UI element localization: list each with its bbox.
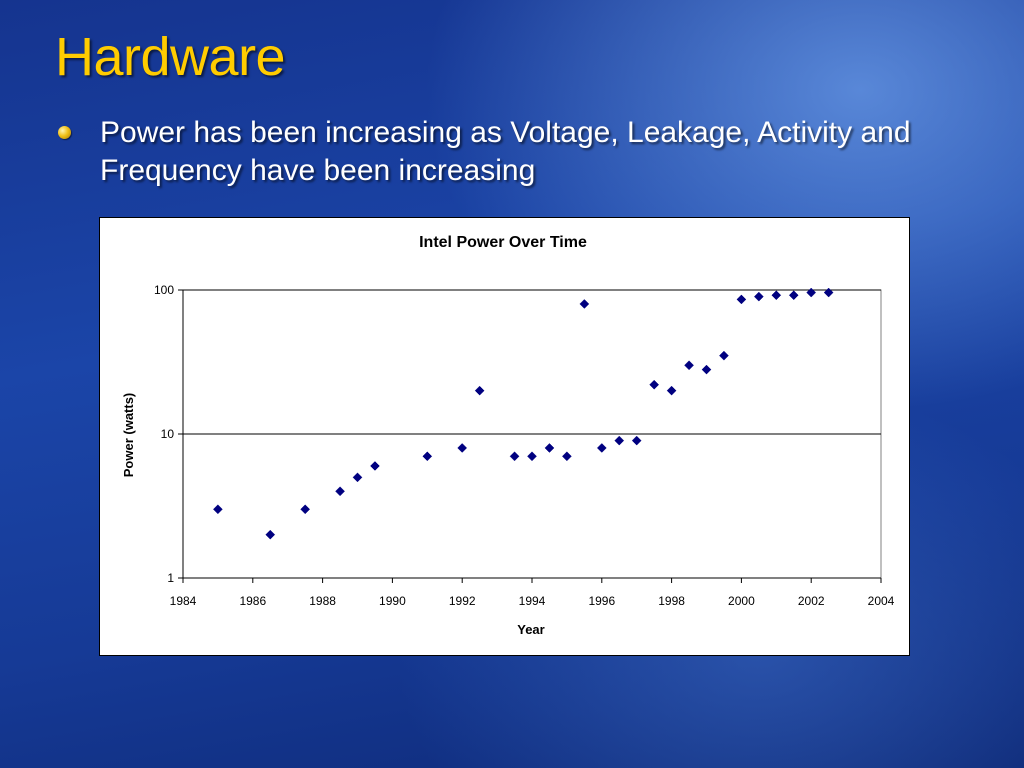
data-point [788,290,799,301]
x-tick-label: 1992 [449,594,476,608]
data-point [300,504,311,515]
x-tick-label: 2002 [798,594,825,608]
data-point [649,379,660,390]
x-tick-label: 1998 [658,594,685,608]
data-point [701,364,712,375]
x-tick-label: 1984 [170,594,197,608]
x-tick-label: 1996 [588,594,615,608]
data-point [736,294,747,305]
slide-title: Hardware [55,27,286,87]
data-point [544,443,555,453]
scatter-chart: Intel Power Over Time Year Power (watts)… [121,234,895,637]
data-point [753,291,764,302]
y-tick-label: 100 [154,283,174,297]
data-point [370,461,380,471]
data-point [527,451,537,462]
data-point [562,451,572,462]
data-point [213,504,223,515]
data-point [422,451,433,462]
tick-labels: 1984 1986 1988 1990 1992 1994 1996 1998 2000 2002… [154,283,895,608]
x-tick-label: 2004 [868,594,895,608]
data-point [771,290,782,301]
data-point [806,287,817,298]
data-points [213,287,834,540]
x-tick-label: 1986 [239,594,266,608]
data-point [631,435,642,446]
data-point [509,451,520,462]
axes [178,289,882,583]
y-tick-label: 10 [161,427,175,441]
y-axis-label: Power (watts) [121,393,136,478]
data-point [335,486,345,497]
y-tick-label: 1 [167,571,174,585]
data-point [684,360,694,371]
bullet-dot-icon [58,126,71,139]
data-point [352,472,363,483]
x-axis-label: Year [517,622,544,637]
data-point [596,443,607,453]
chart-container: Intel Power Over Time Year Power (watts)… [99,217,910,656]
data-point [579,299,590,309]
gridlines [182,289,882,579]
x-tick-label: 2000 [728,594,755,608]
data-point [614,435,625,446]
x-tick-label: 1994 [519,594,546,608]
data-point [823,287,834,298]
data-point [719,350,729,361]
x-tick-label: 1990 [379,594,406,608]
x-tick-label: 1988 [309,594,336,608]
data-point [457,443,468,453]
data-point [474,385,485,396]
data-point [265,529,276,540]
chart-title: Intel Power Over Time [419,234,587,251]
data-point [666,385,677,396]
bullet-text: Power has been increasing as Voltage, Le… [100,116,911,187]
